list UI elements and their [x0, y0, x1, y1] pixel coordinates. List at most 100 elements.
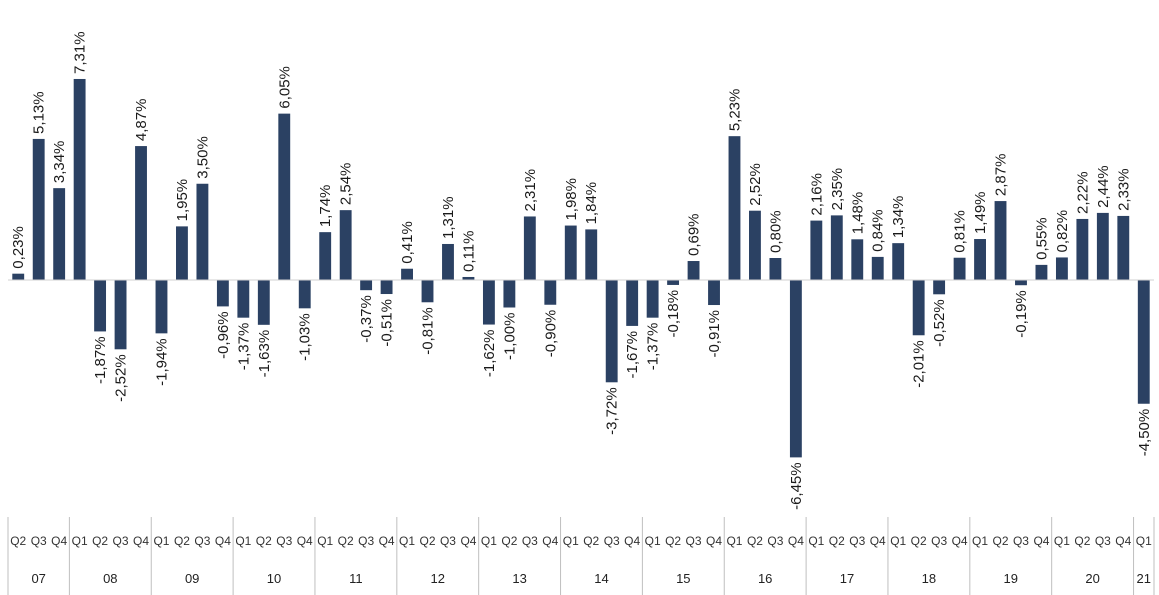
x-tick-label: Q3 — [931, 534, 947, 548]
data-label: 2,44% — [1095, 165, 1112, 208]
bar — [135, 146, 147, 280]
bar — [830, 215, 843, 281]
x-tick-label: Q2 — [911, 534, 927, 548]
x-tick-label: Q1 — [72, 534, 88, 548]
bar — [360, 280, 373, 291]
data-label: -1,63% — [256, 330, 273, 378]
data-label: -0,52% — [931, 299, 948, 347]
x-tick-label: Q4 — [870, 534, 886, 548]
bar — [278, 113, 291, 281]
x-tick-label: Q1 — [317, 534, 333, 548]
bar — [339, 210, 352, 280]
x-tick-label: Q2 — [338, 534, 354, 548]
year-label: 17 — [840, 571, 854, 586]
x-tick-label: Q4 — [542, 534, 558, 548]
x-tick-label: Q2 — [747, 534, 763, 548]
year-label: 12 — [431, 571, 445, 586]
data-label: 7,31% — [72, 31, 89, 74]
data-label: 0,81% — [952, 210, 969, 253]
bar — [605, 280, 618, 383]
bar — [728, 136, 741, 280]
bar — [94, 280, 107, 332]
x-tick-label: Q1 — [153, 534, 169, 548]
bar — [401, 268, 413, 280]
year-label: 16 — [758, 571, 772, 586]
x-tick-label: Q4 — [51, 534, 67, 548]
bar — [1035, 264, 1048, 281]
data-label: 1,34% — [890, 196, 907, 239]
bar — [585, 229, 598, 280]
bar — [1076, 218, 1089, 280]
bar — [298, 280, 311, 309]
data-label: 2,52% — [747, 163, 764, 206]
x-tick-label: Q2 — [10, 534, 26, 548]
x-tick-label: Q4 — [460, 534, 476, 548]
bar — [319, 232, 332, 280]
x-tick-label: Q4 — [379, 534, 395, 548]
data-label: -1,03% — [297, 313, 314, 361]
bar — [708, 280, 720, 306]
bar — [789, 280, 802, 458]
data-label: 1,49% — [972, 191, 989, 234]
x-tick-label: Q3 — [440, 534, 456, 548]
year-label: 19 — [1004, 571, 1018, 586]
data-label: -1,37% — [235, 323, 252, 371]
bar — [646, 280, 659, 318]
x-tick-label: Q1 — [890, 534, 906, 548]
bar — [196, 183, 209, 280]
x-tick-label: Q2 — [829, 534, 845, 548]
x-tick-label: Q1 — [481, 534, 497, 548]
bar — [626, 280, 639, 326]
x-tick-label: Q3 — [767, 534, 783, 548]
x-tick-label: Q1 — [645, 534, 661, 548]
x-tick-label: Q3 — [358, 534, 374, 548]
x-tick-label: Q2 — [1074, 534, 1090, 548]
data-label: 1,84% — [583, 182, 600, 225]
x-axis: Q2 Q3 Q4 Q1 Q2 Q3 Q4 Q1 Q2 Q3 Q4 Q1 Q2 Q3 Q4 Q1 Q2 Q3 Q4 Q1… — [7, 517, 1155, 595]
x-tick-label: Q3 — [604, 534, 620, 548]
year-label: 18 — [922, 571, 936, 586]
bar — [1055, 257, 1068, 280]
data-label: 5,23% — [726, 89, 743, 132]
bar — [32, 138, 45, 280]
bar — [892, 243, 905, 280]
bar — [1096, 212, 1109, 280]
data-label: -2,01% — [911, 340, 928, 388]
data-label: 2,16% — [808, 173, 825, 216]
bar — [749, 210, 761, 280]
bar — [851, 239, 864, 280]
x-tick-label: Q3 — [276, 534, 292, 548]
data-label: -1,87% — [92, 336, 109, 384]
bar — [544, 280, 557, 305]
x-tick-label: Q3 — [1095, 534, 1111, 548]
x-tick-label: Q3 — [194, 534, 210, 548]
data-label: 0,82% — [1054, 210, 1071, 253]
data-label: 1,31% — [440, 196, 457, 239]
year-label: 14 — [594, 571, 608, 586]
bar — [810, 220, 823, 280]
bar — [462, 276, 475, 280]
x-tick-label: Q1 — [1136, 534, 1152, 548]
bar — [421, 280, 434, 303]
x-tick-label: Q4 — [952, 534, 968, 548]
x-tick-label: Q1 — [972, 534, 988, 548]
x-tick-label: Q1 — [1054, 534, 1070, 548]
year-label: 15 — [676, 571, 690, 586]
bar — [155, 280, 168, 334]
data-label: -1,00% — [501, 313, 518, 361]
data-label: -0,81% — [420, 307, 437, 355]
data-label: 3,50% — [194, 136, 211, 179]
x-tick-label: Q4 — [133, 534, 149, 548]
data-label: 0,23% — [10, 226, 27, 269]
x-tick-label: Q4 — [624, 534, 640, 548]
data-label: -3,72% — [604, 387, 621, 435]
bar — [912, 280, 925, 336]
data-label: -6,45% — [788, 462, 805, 510]
bar — [482, 280, 495, 325]
data-label: -4,50% — [1136, 409, 1153, 457]
bar — [257, 280, 270, 325]
x-tick-label: Q2 — [665, 534, 681, 548]
x-tick-label: Q1 — [235, 534, 251, 548]
bar — [176, 226, 188, 281]
